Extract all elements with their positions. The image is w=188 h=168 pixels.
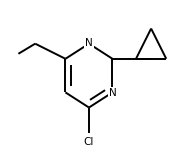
Text: N: N bbox=[85, 38, 93, 48]
Text: Cl: Cl bbox=[84, 137, 94, 147]
Text: N: N bbox=[109, 88, 116, 98]
